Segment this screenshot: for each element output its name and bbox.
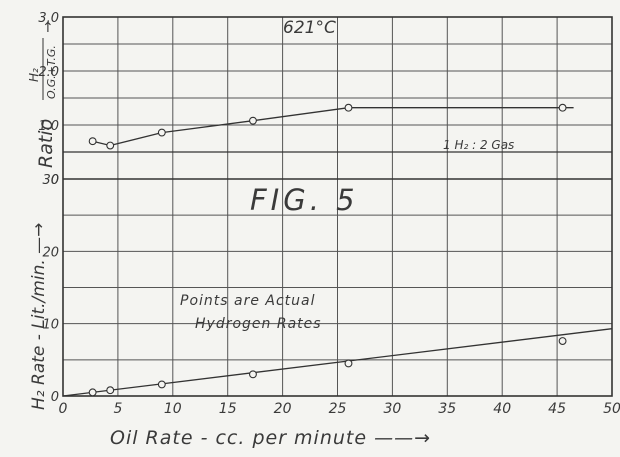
ratio-y-tick-label: 0: [51, 173, 59, 188]
x-tick-label: 40: [493, 401, 511, 417]
h2-rate-data-point: [106, 386, 115, 395]
ratio-ylabel-numerator: H₂: [27, 68, 41, 82]
x-tick-label: 10: [164, 401, 182, 417]
h2-rate-data-point: [88, 388, 97, 397]
ratio-data-point: [88, 137, 97, 146]
h2-rate-y-tick-label: 10: [42, 318, 59, 333]
ratio-ylabel-denominator: O.G.+T.G.: [45, 45, 58, 99]
ratio-data-point: [157, 128, 166, 137]
h2-rate-data-point: [558, 337, 567, 345]
ratio-ylabel-main: Ratio: [35, 119, 57, 168]
ratio-data-point: [106, 141, 115, 150]
h2-rate-data-point: [157, 380, 166, 389]
temperature-label: 621°C: [283, 18, 336, 38]
x-tick-label: 15: [219, 401, 237, 417]
reference-line-label: 1 H₂ : 2 Gas: [443, 138, 514, 152]
annotation-line-2: Hydrogen Rates: [195, 316, 322, 332]
h2-rate-data-point: [344, 359, 353, 368]
figure-label: FIG. 5: [250, 183, 359, 217]
x-tick-label: 0: [59, 401, 68, 417]
x-tick-label: 35: [438, 401, 456, 417]
h2-rate-y-axis-label: H₂ Rate - Lit./min. —→: [29, 223, 49, 410]
x-tick-label: 5: [113, 401, 122, 417]
grid: [63, 17, 612, 396]
ratio-data-point: [558, 103, 567, 112]
x-tick-label: 25: [329, 401, 347, 417]
x-axis-label: Oil Rate - cc. per minute ——→: [110, 427, 431, 449]
h2-rate-y-tick-label: 30: [42, 173, 59, 188]
x-tick-label: 20: [274, 401, 292, 417]
ratio-data-point: [249, 116, 257, 125]
plot-frame: [62, 16, 613, 397]
h2-rate-y-tick-label: 0: [51, 390, 59, 405]
outer-frame: [62, 16, 613, 397]
x-tick-label: 45: [548, 401, 566, 417]
x-tick-label: 30: [383, 401, 401, 417]
h2-rate-data-point: [249, 370, 257, 379]
series-points: [88, 103, 567, 397]
ratio-data-point: [344, 103, 353, 112]
annotation-line-1: Points are Actual: [180, 293, 316, 309]
x-tick-label: 50: [603, 401, 620, 417]
h2-rate-y-tick-label: 20: [42, 245, 59, 260]
h2-rate-series-line: [62, 328, 613, 397]
ratio-y-tick-label: 1.0: [38, 119, 59, 134]
ratio-y-tick-label: 3.0: [38, 11, 59, 26]
ratio-y-axis-label: Ratio H₂ O.G.+T.G. ↑: [27, 20, 58, 168]
ratio-ylabel-arrow: ↑: [42, 20, 54, 36]
